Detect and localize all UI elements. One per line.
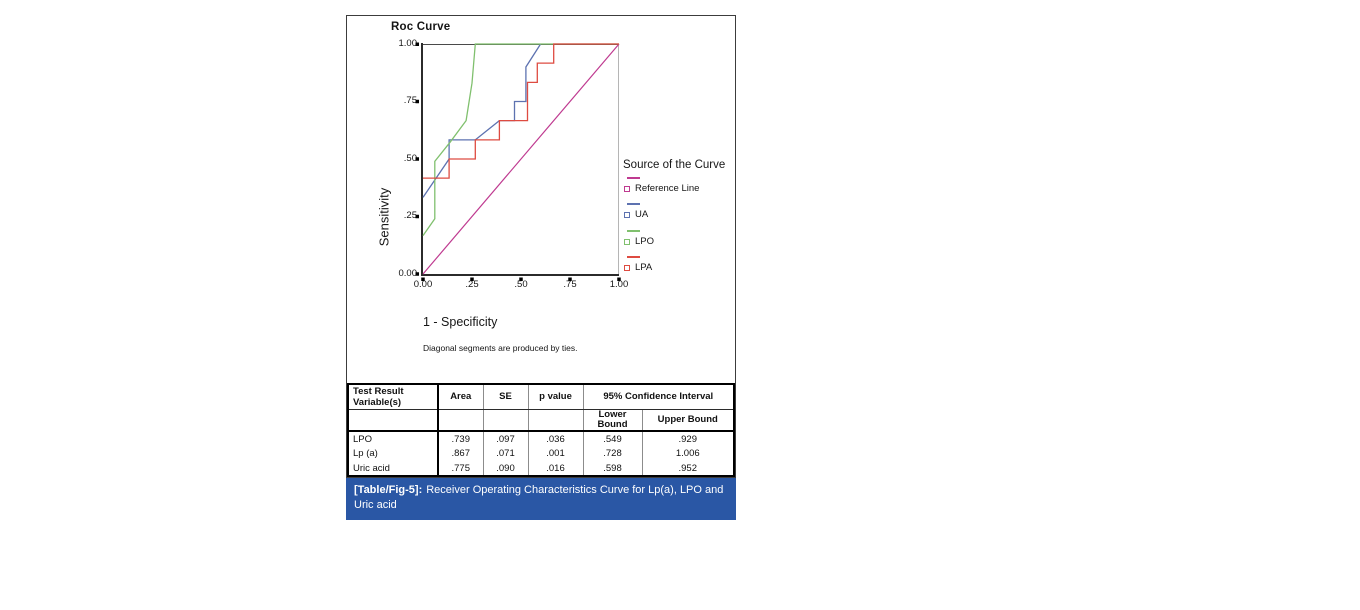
y-axis-tick (415, 157, 419, 161)
table-cell: .952 (641, 461, 734, 477)
y-tick-label-3: .25 (403, 210, 417, 221)
table-row-uric-acid: Uric acid .775 .090 .016 .598 .952 (348, 461, 734, 477)
auc-stats-table: Test Result Variable(s) Area SE p value … (347, 383, 735, 478)
legend-label: UA (635, 209, 649, 220)
figure-table-fig-5: Roc Curve Sensitivity 1.00 .75 .50 .25 0… (346, 15, 736, 521)
roc-plot-section: Roc Curve Sensitivity 1.00 .75 .50 .25 0… (347, 16, 735, 383)
y-axis-tick (415, 42, 419, 46)
header-95-confidence-interval: 95% Confidence Interval (582, 384, 734, 410)
header-empty-cell (527, 409, 583, 433)
legend-line-sample (627, 256, 640, 258)
table-row-lpo: LPO .739 .097 .036 .549 .929 (348, 431, 734, 447)
figure-caption: [Table/Fig-5]: Receiver Operating Charact… (346, 478, 736, 521)
roc-curve-lpa (423, 43, 619, 179)
x-axis-tick (617, 277, 621, 281)
table-cell: .728 (582, 446, 642, 462)
legend-line-sample (627, 230, 640, 232)
x-tick-label-3: .75 (563, 279, 577, 290)
caption-text: Receiver Operating Characteristics Curve… (354, 484, 724, 512)
y-tick-label-0: 1.00 (398, 38, 418, 49)
header-empty-cell (437, 409, 483, 433)
y-tick-label-1: .75 (403, 95, 417, 106)
table-row-lp-a: Lp (a) .867 .071 .001 .728 1.006 (348, 446, 734, 462)
table-cell: .097 (482, 431, 528, 447)
legend-square-marker-icon (624, 185, 630, 192)
table-cell: 1.006 (641, 446, 734, 462)
table-cell: .071 (482, 446, 528, 462)
legend-entry-lpo: LPO (624, 230, 734, 247)
header-se: SE (482, 384, 528, 410)
legend-line-sample (627, 177, 640, 179)
legend-label: LPO (635, 236, 655, 247)
chart-title: Roc Curve (391, 21, 451, 33)
header-p-value: p value (527, 384, 583, 410)
x-axis-label: 1 - Specificity (423, 315, 498, 329)
roc-curves-group (422, 43, 620, 275)
table-cell: .929 (641, 431, 734, 447)
header-area: Area (437, 384, 483, 410)
x-tick-label-4: 1.00 (609, 279, 629, 290)
table-cell: .775 (437, 461, 483, 477)
table-cell: .090 (482, 461, 528, 477)
legend-entry-ua: UA (624, 203, 734, 220)
table-cell: .036 (527, 431, 583, 447)
legend-entry-lpa: LPA (624, 256, 734, 273)
chart-footnote: Diagonal segments are produced by ties. (423, 343, 578, 353)
roc-curve-lpo (422, 43, 619, 236)
y-axis-tick (415, 99, 419, 104)
y-axis-tick (415, 272, 419, 276)
roc-curve-reference-line (422, 43, 620, 275)
table-cell: .001 (527, 446, 583, 462)
table-cell: .867 (437, 446, 483, 462)
table-cell: .016 (527, 461, 583, 477)
legend-line-sample (627, 203, 640, 205)
table-cell: Lp (a) (353, 448, 378, 460)
header-empty-cell (482, 409, 528, 433)
table-cell: .598 (582, 461, 642, 477)
table-cell: LPO (353, 433, 373, 445)
y-tick-label-4: 0.00 (398, 268, 418, 279)
x-tick-label-1: .25 (465, 279, 479, 290)
header-test-result-variables: Test Result Variable(s) (348, 384, 438, 410)
table-header-row-2: Lower Bound Upper Bound (348, 409, 734, 433)
x-axis-tick (568, 277, 572, 281)
header-upper-bound: Upper Bound (641, 409, 734, 433)
table-cell: .549 (582, 431, 642, 447)
y-tick-label-2: .50 (403, 153, 417, 164)
legend-entry-reference-line: Reference Line (624, 177, 734, 194)
x-axis-tick (519, 277, 523, 281)
table-header-row-1: Test Result Variable(s) Area SE p value … (348, 384, 734, 410)
table-cell: .739 (437, 431, 483, 447)
header-empty-cell (348, 409, 438, 433)
legend-title: Source of the Curve (623, 159, 726, 171)
legend-label: Reference Line (635, 183, 700, 194)
x-axis-tick (421, 277, 425, 281)
caption-label: [Table/Fig-5]: (354, 484, 423, 497)
x-tick-label-0: 0.00 (413, 279, 433, 290)
x-axis-tick (470, 277, 474, 281)
legend-square-marker-icon (624, 264, 630, 271)
roc-plot-svg (415, 42, 621, 281)
y-axis-tick (415, 214, 419, 219)
table-cell: Uric acid (353, 462, 390, 474)
x-tick-label-2: .50 (514, 279, 528, 290)
legend-label: LPA (635, 262, 653, 273)
legend-square-marker-icon (624, 238, 630, 245)
header-lower-bound: Lower Bound (582, 409, 642, 433)
figure-box: Roc Curve Sensitivity 1.00 .75 .50 .25 0… (346, 15, 736, 479)
legend-square-marker-icon (624, 211, 630, 218)
